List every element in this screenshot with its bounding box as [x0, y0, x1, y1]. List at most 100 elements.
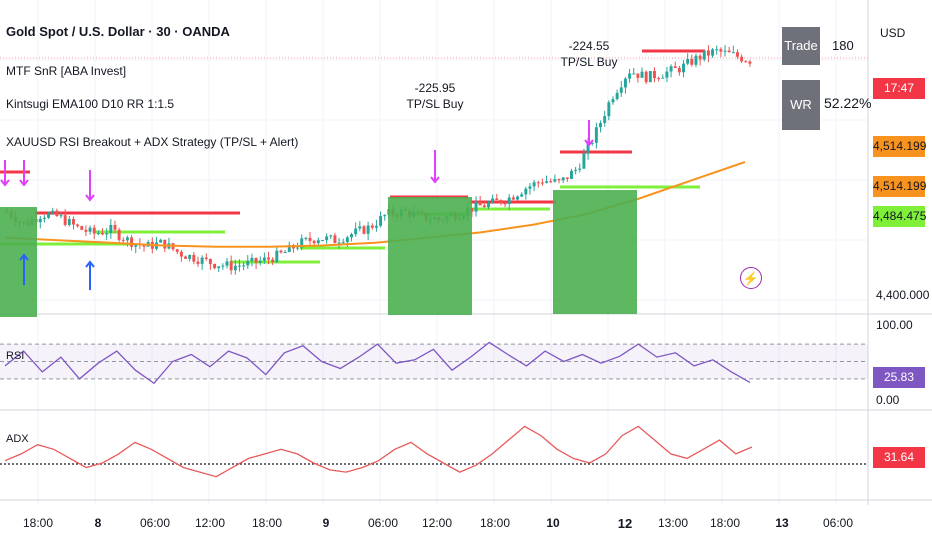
candle-body — [333, 235, 337, 244]
candle-body — [657, 78, 661, 80]
candle-body — [661, 77, 665, 79]
candle-body — [109, 224, 113, 234]
adx-pane-label: ADX — [6, 433, 29, 445]
candle-body — [665, 71, 669, 78]
sell-arrow — [0, 179, 10, 187]
candle-body — [507, 197, 511, 205]
time-tick: 12:00 — [421, 516, 453, 530]
candle-body — [296, 247, 300, 249]
candle-body — [246, 260, 250, 266]
lightning-icon[interactable]: ⚡ — [740, 267, 762, 289]
candle-body — [374, 225, 378, 228]
tp-sl-value-2: -224.55 — [568, 39, 610, 53]
candle-body — [80, 226, 84, 230]
time-tick: 06:00 — [367, 516, 399, 530]
candle-body — [275, 250, 279, 263]
candle-body — [615, 92, 619, 100]
candle-body — [329, 235, 333, 237]
candle-body — [540, 182, 544, 184]
candle-body — [619, 87, 623, 93]
time-tick: 18:00 — [709, 516, 741, 530]
candle-body — [163, 239, 167, 249]
candle-body — [545, 181, 549, 183]
indicator-kintsugi-ema[interactable]: Kintsugi EMA100 D10 RR 1:1.5 — [6, 97, 175, 111]
rsi-line — [4, 341, 751, 385]
candle-body — [213, 263, 217, 269]
candle-body — [345, 237, 349, 243]
candle-body — [184, 256, 187, 259]
time-tick: 12:00 — [194, 516, 226, 530]
adx-line — [4, 425, 753, 478]
candle-body — [594, 127, 598, 143]
candle-body — [262, 257, 266, 261]
candle-body — [117, 229, 121, 240]
candle-body — [55, 210, 59, 216]
candle-body — [711, 49, 715, 56]
candle-body — [702, 50, 706, 60]
candle-body — [76, 224, 80, 227]
candle-body — [238, 265, 241, 267]
candle-body — [63, 215, 67, 225]
signal-arrows — [0, 120, 594, 290]
candle-body — [582, 153, 586, 169]
candle-body — [532, 182, 536, 187]
trade-label: Trade — [782, 27, 820, 65]
rsi-layer — [0, 341, 868, 385]
buy-signal-box — [0, 207, 37, 317]
symbol-title[interactable]: Gold Spot / U.S. Dollar · 30 · OANDA — [6, 24, 230, 39]
candle-body — [636, 73, 640, 78]
candle-body — [570, 170, 573, 179]
candle-body — [673, 66, 677, 68]
time-tick: 13 — [775, 516, 789, 530]
sell-arrow — [430, 176, 440, 184]
candle-body — [644, 71, 648, 83]
candle-body — [536, 182, 540, 184]
candle-body — [96, 233, 100, 235]
time-tick: 13:00 — [657, 516, 689, 530]
candle-body — [478, 201, 482, 206]
indicator-rsi-adx-strategy[interactable]: XAUUSD RSI Breakout + ADX Strategy (TP/S… — [6, 135, 299, 149]
adx-layer — [0, 425, 868, 478]
candle-body — [723, 50, 727, 52]
candle-body — [706, 50, 710, 56]
candle-body — [740, 56, 744, 62]
candle-body — [366, 225, 370, 234]
candle-body — [370, 225, 374, 228]
candle-body — [553, 179, 557, 182]
rsi-current-badge: 25.83 — [873, 367, 925, 388]
candle-body — [341, 242, 345, 244]
candle-body — [632, 73, 636, 75]
candle-body — [287, 244, 291, 253]
candle-body — [300, 238, 304, 248]
candle-body — [279, 250, 283, 253]
candle-body — [748, 61, 752, 64]
candle-body — [719, 49, 723, 52]
candle-body — [640, 71, 644, 78]
rsi-pane-label: RSI — [6, 350, 25, 362]
candle-body — [130, 237, 134, 247]
currency-button[interactable]: USD — [880, 26, 906, 40]
price-level-4400: 4,400.000 — [876, 288, 930, 302]
sell-arrow — [19, 179, 29, 187]
candle-body — [590, 142, 594, 144]
candle-body — [491, 198, 495, 203]
candle-body — [271, 259, 275, 263]
buy-arrow — [85, 260, 95, 268]
price-badge-ema: 4,514.199 — [873, 136, 926, 157]
candle-body — [653, 71, 656, 79]
time-tick: 10 — [546, 516, 560, 530]
candle-body — [159, 239, 163, 243]
candle-body — [113, 224, 117, 230]
candle-body — [283, 252, 287, 254]
candle-body — [125, 237, 129, 241]
time-tick: 18:00 — [479, 516, 511, 530]
indicator-mtf-snr[interactable]: MTF SnR [ABA Invest] — [6, 64, 127, 78]
candle-body — [42, 217, 46, 219]
candle-body — [59, 215, 63, 217]
candle-body — [258, 260, 262, 263]
candle-body — [503, 203, 507, 205]
candle-body — [682, 63, 685, 73]
candle-body — [599, 122, 602, 128]
time-tick: 06:00 — [139, 516, 171, 530]
